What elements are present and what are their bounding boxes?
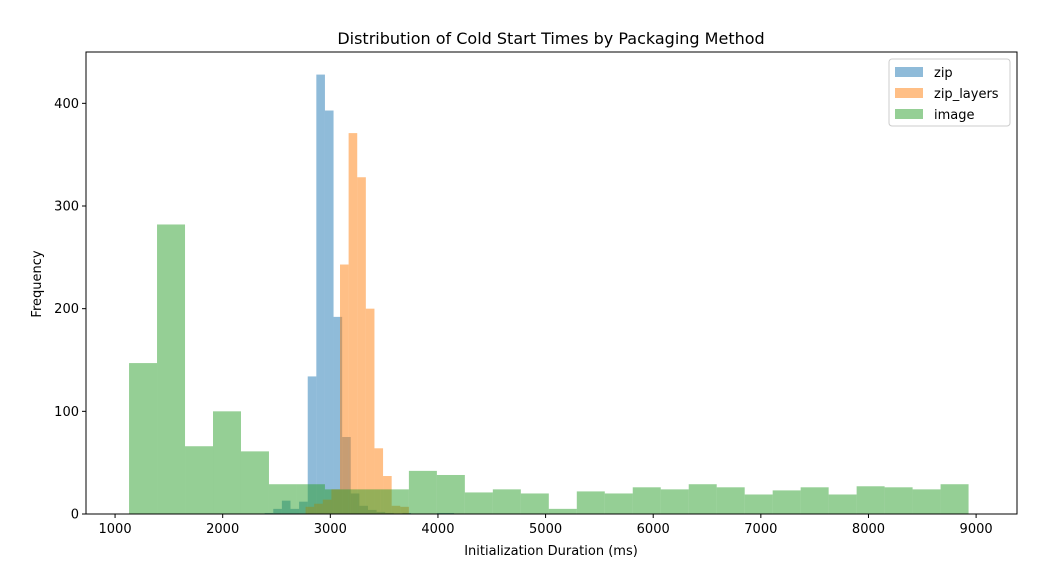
image-bar <box>240 451 269 514</box>
zip-legend-swatch <box>895 67 923 77</box>
image-bar <box>185 446 214 514</box>
image-bar <box>464 492 493 514</box>
image-bar <box>772 490 801 514</box>
image-bar <box>268 484 297 514</box>
image-bar <box>744 494 773 514</box>
zip-legend-label: zip <box>934 66 953 81</box>
image-bar <box>129 363 158 514</box>
image-bar <box>660 489 689 514</box>
zip_layers-legend-swatch <box>895 88 923 98</box>
x-tick-label: 9000 <box>960 522 993 537</box>
image-bar <box>604 493 633 514</box>
image-bar <box>688 484 717 514</box>
x-tick-label: 4000 <box>421 522 454 537</box>
image-bar <box>157 224 186 515</box>
x-tick-label: 2000 <box>206 522 239 537</box>
image-legend-label: image <box>934 108 975 123</box>
x-axis-label: Initialization Duration (ms) <box>464 544 638 559</box>
zip_layers-bar <box>348 133 358 514</box>
image-bar <box>576 491 605 514</box>
y-tick-label: 100 <box>54 405 79 420</box>
zip-bar <box>316 74 325 514</box>
image-bar <box>520 493 549 514</box>
zip-bar <box>333 316 343 514</box>
image-bar <box>324 489 353 514</box>
zip_layers-bar <box>365 308 375 514</box>
zip_layers-legend-label: zip_layers <box>934 87 999 102</box>
y-tick-label: 400 <box>54 97 79 112</box>
image-bar <box>380 489 409 514</box>
image-legend-swatch <box>895 109 923 119</box>
image-bar <box>352 489 381 514</box>
image-series <box>129 224 969 515</box>
bars-layer <box>129 74 969 515</box>
image-bar <box>492 489 521 514</box>
zip_layers-bar <box>374 448 384 514</box>
image-bar <box>436 474 465 514</box>
zip-bar <box>324 110 334 515</box>
zip_layers-bar <box>340 264 349 514</box>
x-tick-label: 7000 <box>744 522 777 537</box>
zip-bar <box>307 376 317 514</box>
y-tick-label: 300 <box>54 200 79 215</box>
y-axis-ticks: 0 100 200 300 400 <box>54 97 86 523</box>
image-bar <box>912 489 941 514</box>
x-tick-label: 6000 <box>637 522 670 537</box>
y-tick-label: 0 <box>71 508 79 523</box>
plot-frame <box>85 51 1018 515</box>
image-bar <box>408 470 437 514</box>
x-tick-label: 5000 <box>529 522 562 537</box>
image-bar <box>296 484 325 514</box>
x-axis-ticks: 1000 2000 3000 4000 5000 6000 7000 8000 9000 <box>99 514 993 537</box>
image-bar <box>940 484 969 514</box>
image-bar <box>856 486 885 514</box>
image-bar <box>213 411 241 514</box>
y-axis-label: Frequency <box>30 250 45 317</box>
x-tick-label: 3000 <box>314 522 347 537</box>
image-bar <box>800 487 829 514</box>
y-tick-label: 200 <box>54 302 79 317</box>
image-bar <box>632 487 661 514</box>
x-tick-label: 8000 <box>852 522 885 537</box>
chart-title: Distribution of Cold Start Times by Pack… <box>337 29 764 48</box>
zip_layers-bar <box>357 177 366 514</box>
image-bar <box>548 508 577 514</box>
image-bar <box>828 494 857 514</box>
image-bar <box>716 487 745 514</box>
image-bar <box>884 487 913 514</box>
x-tick-label: 1000 <box>99 522 132 537</box>
